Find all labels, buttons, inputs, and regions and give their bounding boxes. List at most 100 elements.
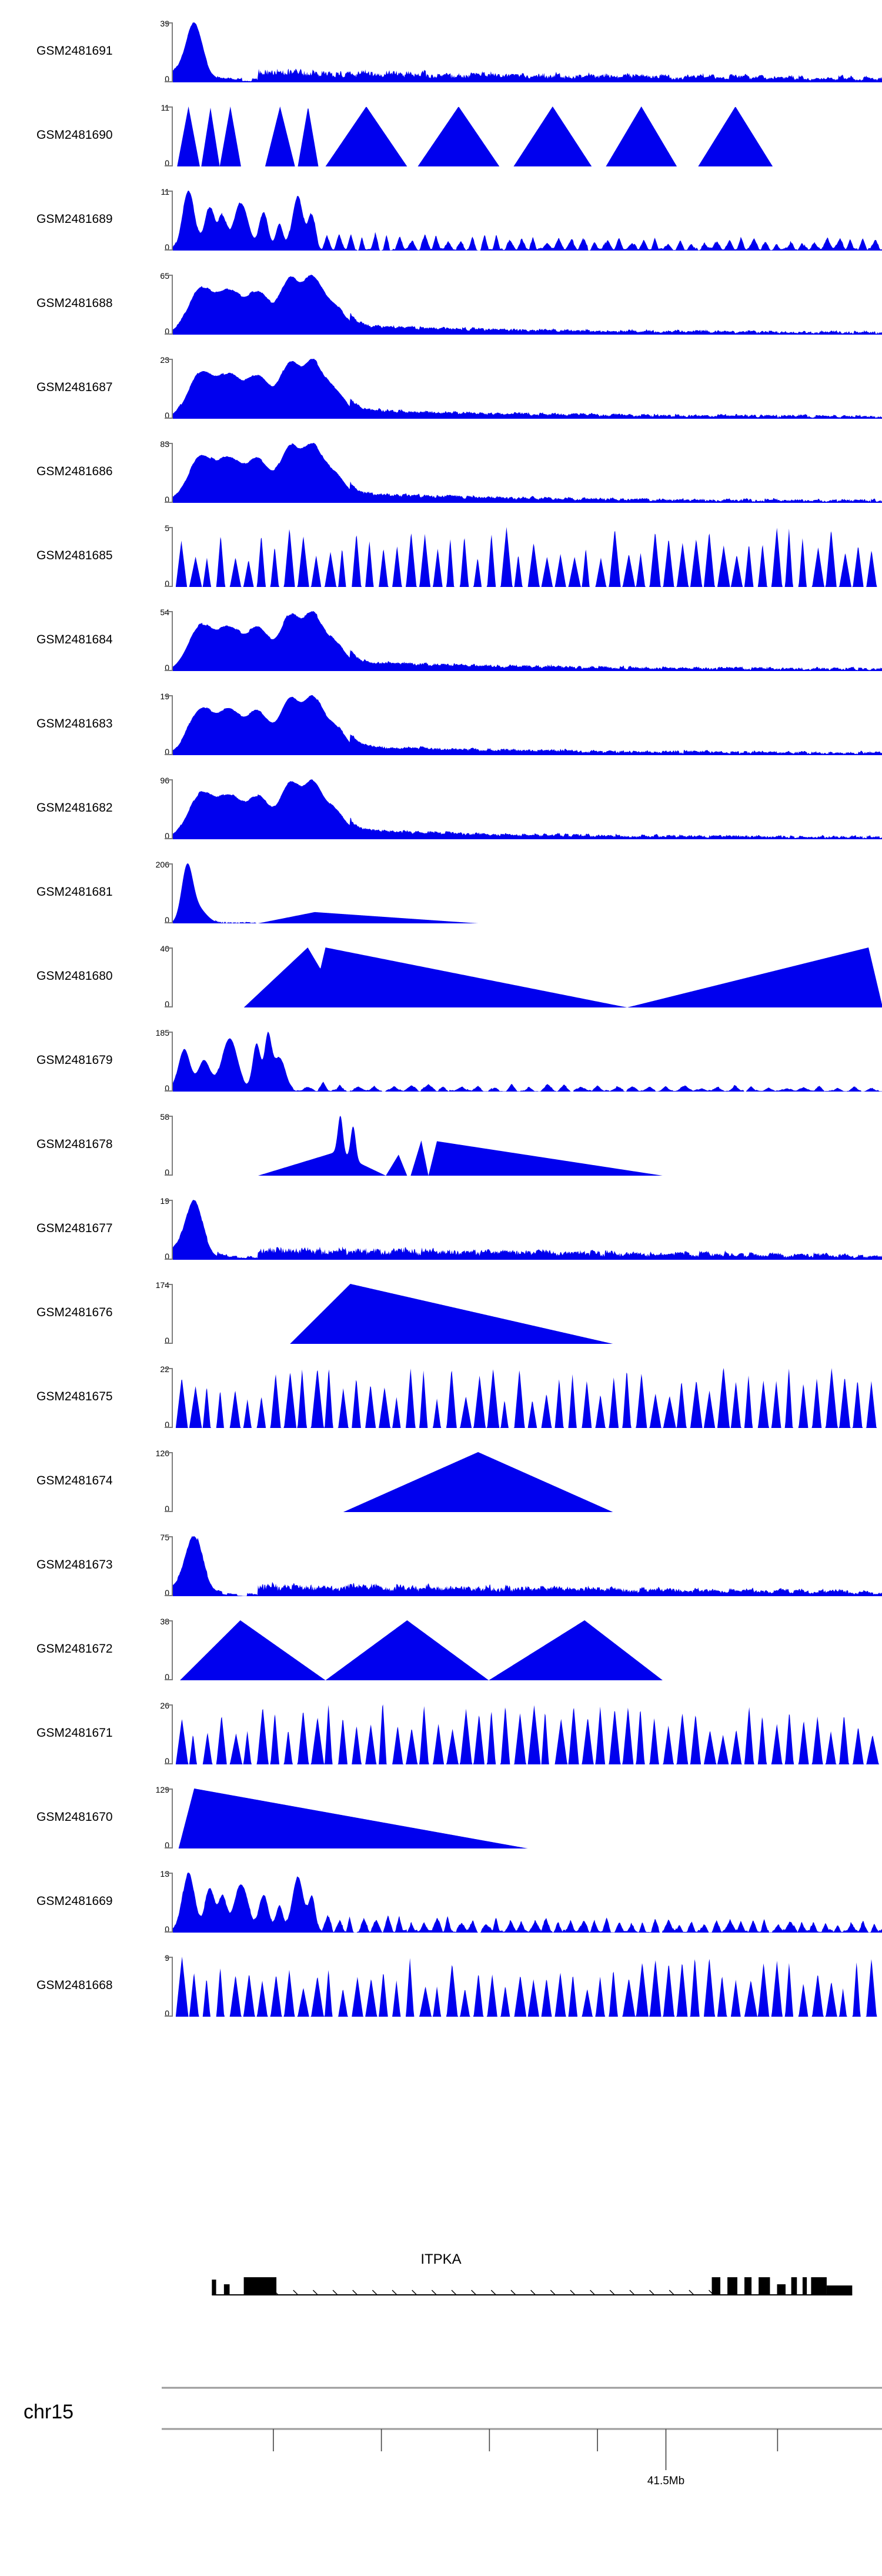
gene-exon-block[interactable]: [791, 2277, 797, 2295]
coverage-plot-area[interactable]: [173, 527, 882, 587]
y-axis-line: [172, 1536, 173, 1596]
y-axis-line: [172, 1957, 173, 2017]
coverage-track[interactable]: GSM2481686 83 0: [0, 439, 882, 527]
gene-exon-block[interactable]: [744, 2277, 752, 2295]
gene-model-panel: ITPKA: [0, 2247, 882, 2329]
coverage-track[interactable]: GSM2481679 185 0: [0, 1028, 882, 1116]
y-axis-tick-min: [165, 1847, 172, 1848]
coverage-plot-area[interactable]: [173, 947, 882, 1007]
y-axis-tick-max: [165, 947, 172, 949]
y-axis-line: [172, 779, 173, 839]
coverage-track[interactable]: GSM2481668 9 0: [0, 1953, 882, 2041]
coverage-plot-area[interactable]: [173, 191, 882, 251]
axis-max-label: 120: [155, 1449, 169, 1458]
coverage-track[interactable]: GSM2481675 22 0: [0, 1364, 882, 1452]
coverage-plot-area[interactable]: [173, 1704, 882, 1764]
coverage-plot-area[interactable]: [173, 359, 882, 419]
chromosome-label: chr15: [24, 2401, 74, 2423]
track-label-gsm2481683: GSM2481683: [36, 717, 113, 730]
coverage-track[interactable]: GSM2481669 13 0: [0, 1869, 882, 1957]
y-axis-line: [172, 1368, 173, 1428]
y-axis-line: [172, 527, 173, 587]
track-label-gsm2481688: GSM2481688: [36, 296, 113, 310]
coverage-track[interactable]: GSM2481676 174 0: [0, 1280, 882, 1368]
coverage-plot-area[interactable]: [173, 1620, 882, 1680]
y-axis-tick-max: [165, 611, 172, 612]
gene-exon-block[interactable]: [727, 2277, 737, 2295]
axis-min-label: 0: [165, 1420, 169, 1429]
coverage-plot-area[interactable]: [173, 1957, 882, 2017]
track-label-gsm2481682: GSM2481682: [36, 801, 113, 815]
y-axis-tick-min: [165, 249, 172, 251]
y-axis-tick-max: [165, 1873, 172, 1874]
y-axis-tick-max: [165, 1788, 172, 1790]
coverage-track[interactable]: GSM2481691 39 0: [0, 19, 882, 106]
coverage-plot-area[interactable]: [173, 779, 882, 839]
coverage-track[interactable]: GSM2481689 11 0: [0, 187, 882, 275]
y-axis-tick-max: [165, 1032, 172, 1033]
coverage-plot-area[interactable]: [173, 1368, 882, 1428]
y-axis-tick-max: [165, 443, 172, 444]
axis-min-label: 0: [165, 74, 169, 84]
y-axis-line: [172, 947, 173, 1007]
coverage-plot-area[interactable]: [173, 1873, 882, 1933]
coverage-track[interactable]: GSM2481678 58 0: [0, 1112, 882, 1200]
gene-exon-block[interactable]: [212, 2280, 216, 2295]
y-axis-tick-max: [165, 695, 172, 696]
track-label-gsm2481684: GSM2481684: [36, 633, 113, 646]
y-axis-tick-max: [165, 1200, 172, 1201]
coverage-track[interactable]: GSM2481670 129 0: [0, 1785, 882, 1873]
coverage-track[interactable]: GSM2481672 38 0: [0, 1617, 882, 1704]
gene-exon-block[interactable]: [223, 2284, 230, 2295]
coverage-plot-area[interactable]: [173, 275, 882, 335]
coverage-track[interactable]: GSM2481680 40 0: [0, 944, 882, 1032]
y-axis-tick-max: [165, 1368, 172, 1369]
coverage-plot-area[interactable]: [173, 1200, 882, 1260]
axis-min-label: 0: [165, 747, 169, 756]
coverage-plot-area[interactable]: [173, 1452, 882, 1512]
y-axis-line: [172, 1032, 173, 1092]
gene-exon-block[interactable]: [802, 2277, 807, 2295]
y-axis-tick-min: [165, 1931, 172, 1933]
axis-min-label: 0: [165, 915, 169, 925]
coverage-plot-area[interactable]: [173, 106, 882, 166]
gene-exon-block[interactable]: [711, 2277, 721, 2295]
axis-min-label: 0: [165, 1504, 169, 1513]
gene-exon-block[interactable]: [243, 2277, 277, 2295]
track-label-gsm2481677: GSM2481677: [36, 1222, 113, 1235]
coverage-track[interactable]: GSM2481682 96 0: [0, 776, 882, 863]
y-axis-line: [172, 1116, 173, 1176]
y-axis-tick-max: [165, 1620, 172, 1621]
coverage-track[interactable]: GSM2481674 120 0: [0, 1449, 882, 1536]
gene-exon-block[interactable]: [759, 2277, 770, 2295]
coverage-track[interactable]: GSM2481677 19 0: [0, 1196, 882, 1284]
y-axis-tick-min: [165, 418, 172, 419]
strand-arrow-icon: [590, 2290, 596, 2295]
coverage-plot-area[interactable]: [173, 863, 882, 923]
coverage-track[interactable]: GSM2481683 19 0: [0, 692, 882, 779]
coverage-track[interactable]: GSM2481688 65 0: [0, 271, 882, 359]
coverage-plot-area[interactable]: [173, 443, 882, 503]
gene-exon-block[interactable]: [811, 2277, 827, 2295]
coverage-track[interactable]: GSM2481684 54 0: [0, 608, 882, 695]
strand-arrow-icon: [451, 2290, 457, 2295]
coverage-plot-area[interactable]: [173, 1536, 882, 1596]
coverage-plot-area[interactable]: [173, 1788, 882, 1848]
track-label-gsm2481681: GSM2481681: [36, 885, 113, 899]
coverage-track[interactable]: GSM2481687 23 0: [0, 355, 882, 443]
strand-arrow-icon: [412, 2290, 417, 2295]
coverage-plot-area[interactable]: [173, 611, 882, 671]
coverage-track[interactable]: GSM2481685 5 0: [0, 523, 882, 611]
coverage-track[interactable]: GSM2481673 75 0: [0, 1533, 882, 1620]
coverage-track[interactable]: GSM2481671 26 0: [0, 1701, 882, 1788]
coverage-track[interactable]: GSM2481681 206 0: [0, 860, 882, 947]
coverage-plot-area[interactable]: [173, 1116, 882, 1176]
y-axis-tick-max: [165, 275, 172, 276]
coverage-track[interactable]: GSM2481690 11 0: [0, 103, 882, 191]
coverage-plot-area[interactable]: [173, 22, 882, 82]
gene-exon-block[interactable]: [826, 2285, 853, 2295]
coverage-plot-area[interactable]: [173, 1284, 882, 1344]
coverage-plot-area[interactable]: [173, 1032, 882, 1092]
gene-exon-block[interactable]: [777, 2284, 786, 2295]
coverage-plot-area[interactable]: [173, 695, 882, 755]
